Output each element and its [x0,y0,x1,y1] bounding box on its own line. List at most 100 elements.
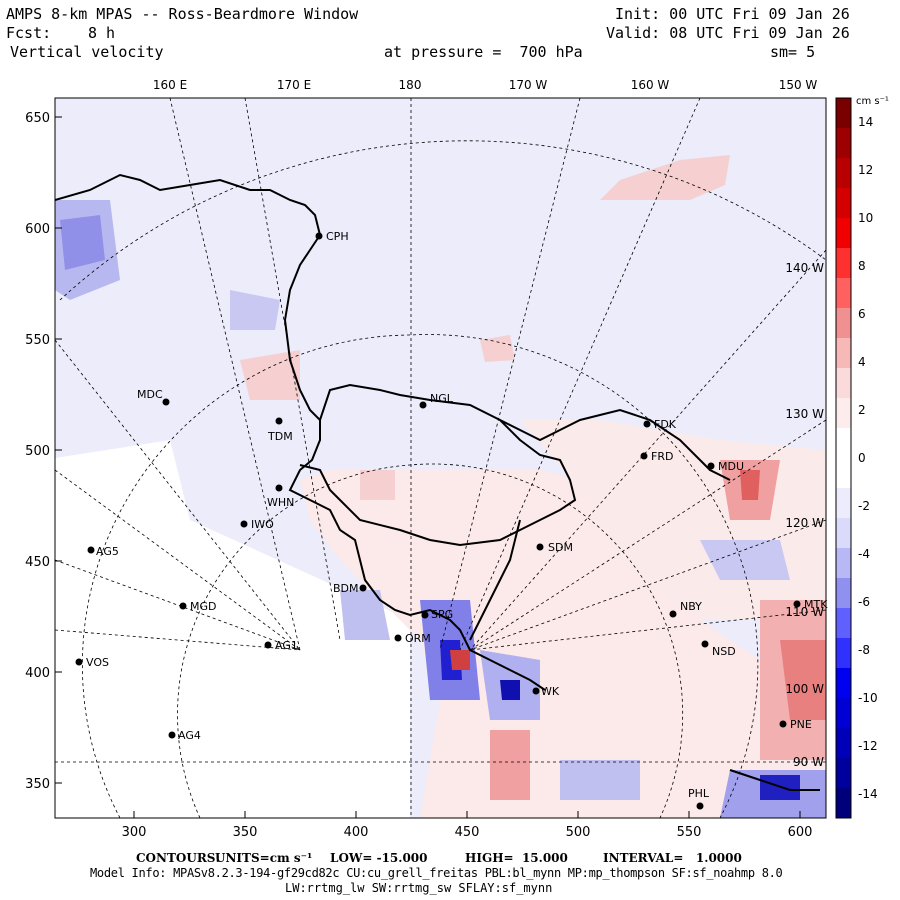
map-title: AMPS 8-km MPAS -- Ross-Beardmore Window [6,5,359,23]
lon-label: 130 W [785,407,824,421]
top-lon-label: 160 E [153,78,187,92]
colorbar-cell [836,128,851,159]
smoothing: sm= 5 [770,43,816,61]
lon-label: 110 W [785,605,824,619]
y-tick-label: 400 [25,666,50,681]
colorbar-units: cm s⁻¹ [856,96,889,107]
x-tick-label: 550 [677,825,702,840]
colorbar-cell [836,608,851,639]
colorbar-cells [836,98,851,819]
contours-interval: INTERVAL= 1.0000 [603,851,742,865]
colorbar-label: 12 [858,163,873,177]
lon-label: 140 W [785,261,824,275]
x-tick-label: 450 [455,825,480,840]
contours-low: LOW= -15.000 [330,851,428,865]
colorbar-cell [836,98,851,129]
top-lon-label: 160 W [631,78,670,92]
colorbar-label: -14 [858,787,878,801]
station-label: ORM [405,632,431,645]
colorbar-label: 2 [858,403,866,417]
station-label: PNE [790,718,812,731]
colorbar-cell [836,698,851,729]
colorbar-cell [836,248,851,279]
x-tick-label: 600 [788,825,813,840]
pressure-level: at pressure = 700 hPa [384,43,583,61]
station-label: FRD [651,450,673,463]
colorbar-label: -6 [858,595,870,609]
station-label: VOS [86,656,109,669]
station-label: WK [541,685,560,698]
colorbar-cell [836,758,851,789]
station-label: PHL [688,787,710,800]
station-label: SDM [548,541,573,554]
valid-time: Valid: 08 UTC Fri 09 Jan 26 [606,24,850,42]
x-tick-label: 500 [566,825,591,840]
y-tick-label: 350 [25,777,50,792]
forecast-hour: 8 h [88,24,116,42]
station-label: NSD [712,645,736,658]
colorbar-cell [836,728,851,759]
station-label: TDM [267,430,293,443]
colorbar: cm s⁻¹ 14 12 10 8 6 4 2 0 -2 -4 -6 -8 -10 -12 -14 [835,96,889,819]
colorbar-cell [836,518,851,549]
station-markers: CPH NGL MDC TDM FDK FRD MDU WHN IWO AG5 … [75,230,828,810]
station-label: MGD [190,600,217,613]
colorbar-cell [836,158,851,189]
model-info-2: LW:rrtmg_lw SW:rrtmg_sw SFLAY:sf_mynn [285,881,553,895]
y-tick-label: 500 [25,444,50,459]
contours-high: HIGH= 15.000 [465,851,568,865]
top-lon-label: 170 E [277,78,311,92]
graticule [55,98,826,818]
x-tick-label: 300 [122,825,147,840]
colorbar-cell [836,548,851,579]
colorbar-cell [836,578,851,609]
right-lon-labels: 140 W 130 W 120 W 110 W 100 W 90 W [785,261,824,769]
colorbar-label: -8 [858,643,870,657]
station-label: MDU [718,460,744,473]
field-name: Vertical velocity [10,43,164,61]
colorbar-cell [836,458,851,489]
colorbar-cell [836,308,851,339]
colorbar-label: -12 [858,739,878,753]
lon-label: 100 W [785,682,824,696]
station-label: AG4 [178,729,201,742]
station-label: WHN [267,496,294,509]
colorbar-label: 8 [858,259,866,273]
colorbar-label: -2 [858,499,870,513]
station-label: FDK [654,418,677,431]
y-tick-label: 600 [25,222,50,237]
x-tick-label: 400 [344,825,369,840]
contours-label: CONTOURS: [136,851,220,865]
axis-ticks [55,116,801,818]
station-label: SPG [431,608,453,621]
colorbar-label: 0 [858,451,866,465]
map-frame [54,97,827,819]
colorbar-cell [836,398,851,429]
vertical-velocity-field [55,98,826,818]
station-label: AG1 [275,639,298,652]
station-label: NGL [430,392,454,405]
colorbar-labels: 14 12 10 8 6 4 2 0 -2 -4 -6 -8 -10 -12 -14 [858,115,878,801]
model-info: Model Info: MPASv8.2.3-194-gf29cd82c CU:… [90,866,783,880]
y-tick-label: 450 [25,555,50,570]
colorbar-cell [836,368,851,399]
colorbar-cell [836,488,851,519]
forecast-label: Fcst: [6,24,52,42]
y-tick-label: 650 [25,111,50,126]
colorbar-label: -4 [858,547,870,561]
colorbar-label: 4 [858,355,866,369]
lon-label: 120 W [785,516,824,530]
colorbar-cell [836,668,851,699]
bottom-axis-labels: 300 350 400 450 500 550 600 [122,825,813,840]
x-tick-label: 350 [233,825,258,840]
station-label: MDC [137,388,163,401]
colorbar-cell [836,188,851,219]
station-label: NBY [680,600,702,613]
colorbar-cell [836,428,851,459]
top-lon-label: 180 [399,78,422,92]
station-label: AG5 [96,545,119,558]
colorbar-cell [836,338,851,369]
y-tick-label: 550 [25,333,50,348]
top-lon-label: 170 W [509,78,548,92]
top-axis-labels: 160 E 170 E 180 170 W 160 W 150 W [153,78,818,92]
